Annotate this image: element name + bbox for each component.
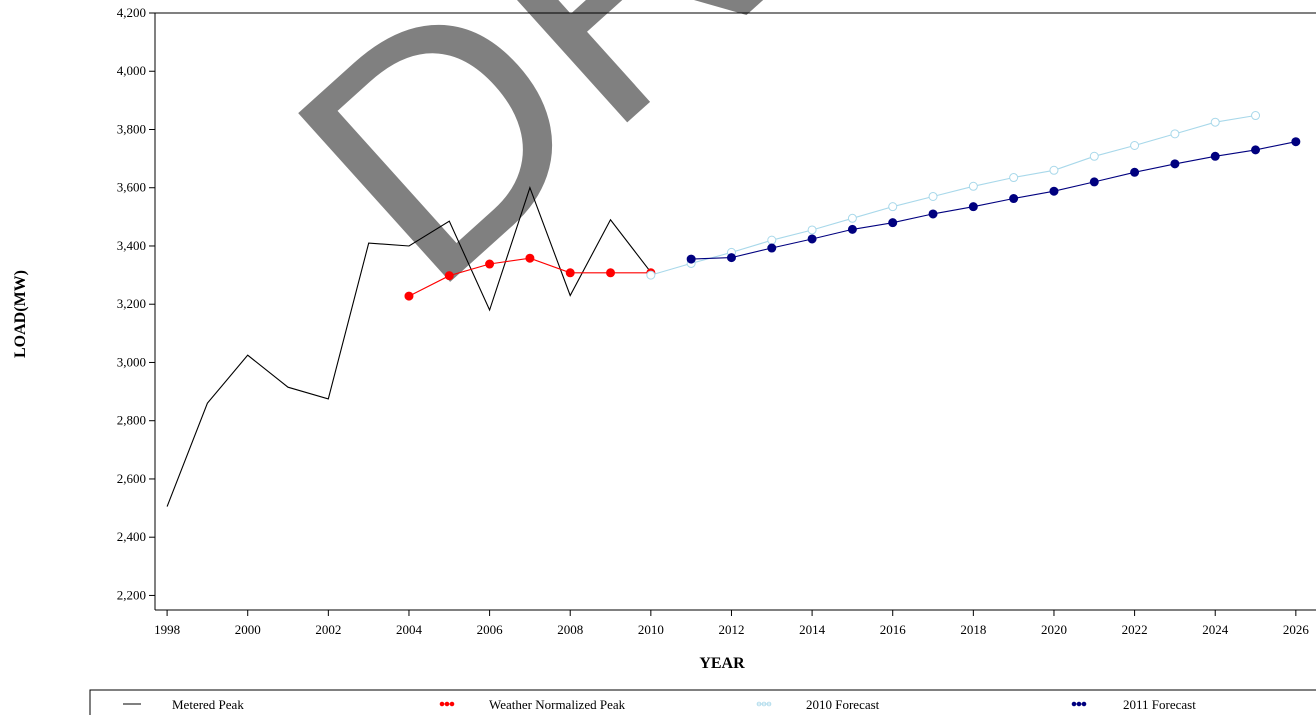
series-markers	[404, 111, 1301, 301]
series-3-point	[767, 235, 777, 245]
y-axis-title: LOAD(MW)	[12, 270, 29, 358]
x-tick-label: 2008	[557, 622, 583, 637]
y-tick-label: 2,600	[117, 471, 146, 486]
series-4-point	[847, 224, 857, 234]
x-tick-label: 2004	[396, 622, 423, 637]
series-3-point	[1251, 111, 1261, 121]
x-tick-label: 2026	[1283, 622, 1310, 637]
x-axis-title: YEAR	[699, 655, 745, 672]
axes: 2,200 2,400 2,600 2,800 3,000 3,200 3,400 3,600…	[117, 5, 1316, 637]
y-tick-label: 3,600	[117, 180, 146, 195]
series-3-point	[1009, 173, 1019, 183]
legend-box	[89, 689, 1316, 715]
series-2-point	[525, 253, 535, 263]
series-4-point	[1170, 159, 1180, 169]
y-tick-label: 2,800	[117, 413, 146, 428]
legend-label-4: 2011 Forecast	[1123, 697, 1196, 712]
series-4-point	[1130, 167, 1140, 177]
legend-label-3: 2010 Forecast	[806, 697, 880, 712]
x-tick-label: 2018	[960, 622, 986, 637]
x-tick-label: 2014	[799, 622, 826, 637]
series-4-point	[1089, 177, 1099, 187]
series-3-point	[1130, 141, 1140, 151]
y-tick-label: 4,000	[117, 63, 146, 78]
series-3-point	[807, 225, 817, 235]
series-3-point	[1049, 165, 1059, 175]
series-4-point	[888, 218, 898, 228]
y-tick-label: 2,200	[117, 587, 146, 602]
series-4-point	[1210, 151, 1220, 161]
series-3-point	[928, 191, 938, 201]
series-4-point	[807, 234, 817, 244]
series-4-point	[968, 202, 978, 212]
y-tick-label: 3,800	[117, 121, 146, 136]
legend-label-2: Weather Normalized Peak	[489, 697, 626, 712]
series-4-point	[767, 243, 777, 253]
series-4-point	[1049, 186, 1059, 196]
series-line-3	[650, 114, 1256, 276]
series-line-1	[166, 186, 652, 507]
series-4-point	[686, 254, 696, 264]
series-2-point	[444, 271, 454, 281]
x-tick-label: 2000	[235, 622, 261, 637]
x-tick-label: 2020	[1041, 622, 1067, 637]
x-tick-label: 2024	[1202, 622, 1229, 637]
x-tick-label: 2006	[477, 622, 504, 637]
legend: Metered Peak Weather Normalized Peak 2010 …	[89, 689, 1316, 715]
x-tick-label: 2002	[315, 622, 341, 637]
y-tick-label: 2,400	[117, 529, 146, 544]
y-tick-label: 4,200	[117, 5, 146, 20]
series-4-point	[1291, 137, 1301, 147]
x-tick-label: 2022	[1122, 622, 1148, 637]
x-tick-label: 2012	[718, 622, 744, 637]
series-3-point	[1089, 151, 1099, 161]
series-2-point	[565, 268, 575, 278]
series-3-point	[847, 213, 857, 223]
series-3-point	[1170, 129, 1180, 139]
series-4-point	[1251, 145, 1261, 155]
series-3-point	[888, 202, 898, 212]
series-4-point	[726, 253, 736, 263]
x-tick-label: 2016	[880, 622, 907, 637]
x-tick-label: 2010	[638, 622, 664, 637]
y-tick-label: 3,000	[117, 354, 146, 369]
series-3-point	[968, 181, 978, 191]
series-3-point	[1210, 117, 1220, 127]
series-2-point	[485, 259, 495, 269]
x-tick-label: 1998	[154, 622, 180, 637]
series-4-point	[1009, 194, 1019, 204]
y-tick-label: 3,400	[117, 238, 146, 253]
y-tick-label: 3,200	[117, 296, 146, 311]
series-2-point	[606, 268, 616, 278]
series-2-point	[404, 291, 414, 301]
series-line-4	[691, 141, 1296, 260]
series-3-point	[646, 270, 656, 280]
legend-label-1: Metered Peak	[172, 697, 244, 712]
series-4-point	[928, 209, 938, 219]
